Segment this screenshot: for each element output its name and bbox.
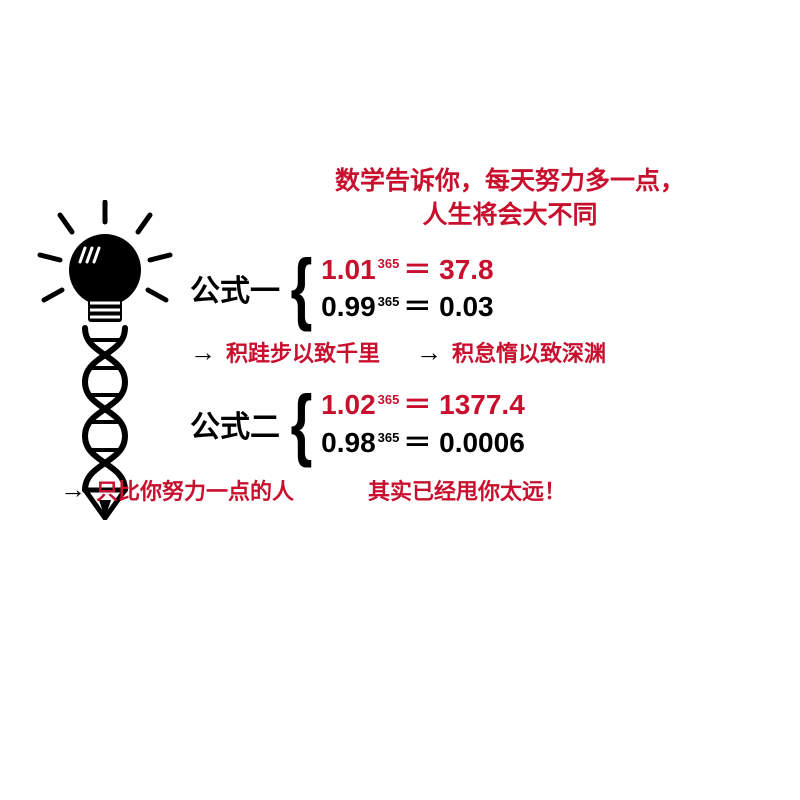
formula-two-eq1: 1.02365＝ 1377.4 (321, 386, 525, 424)
brace-icon: { (291, 258, 313, 318)
formula-one-label: 公式一 (190, 266, 280, 310)
caption-two-row: → 只比你努力一点的人 其实已经甩你太远！ (60, 474, 790, 506)
formula-one-eq1: 1.01365＝ 37.8 (321, 251, 493, 289)
formula-two-block: 公式二 { 1.02365＝ 1377.4 0.98365＝ 0.0006 (190, 386, 790, 462)
formula-two-label: 公式二 (190, 402, 280, 446)
arrow-icon: → (416, 337, 442, 368)
formula-one-eq2: 0.99365＝ 0.03 (321, 288, 493, 326)
headline: 数学告诉你，每天努力多一点， 人生将会大不同 (230, 165, 790, 233)
caption-one-right: 积怠惰以致深渊 (452, 336, 606, 368)
headline-line1: 数学告诉你，每天努力多一点， (335, 167, 685, 195)
formula-two-eq2: 0.98365＝ 0.0006 (321, 424, 525, 462)
formula-one-block: 公式一 { 1.01365＝ 37.8 0.99365＝ 0.03 (190, 251, 790, 327)
brace-icon: { (291, 394, 313, 454)
headline-line2: 人生将会大不同 (422, 201, 597, 229)
arrow-icon: → (60, 474, 86, 505)
caption-one-row: → 积跬步以致千里 → 积怠惰以致深渊 (190, 336, 790, 368)
arrow-icon: → (190, 337, 216, 368)
caption-two-right: 其实已经甩你太远！ (368, 474, 566, 506)
caption-two-left: 只比你努力一点的人 (96, 474, 294, 506)
caption-one-left: 积跬步以致千里 (226, 336, 380, 368)
